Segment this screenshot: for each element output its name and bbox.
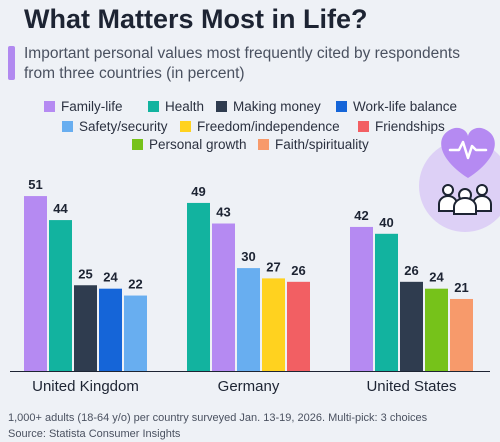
bar-chart: 51 44 25 24 22 United Kingdom 49 43 30 27 26 German… (10, 127, 500, 395)
bar-value-label: 26 (291, 263, 305, 278)
bar (124, 295, 147, 371)
legend-label: Work-life balance (353, 99, 458, 114)
title-accent-bar (8, 46, 15, 80)
bar (187, 202, 210, 371)
bar-value-label: 49 (191, 184, 205, 199)
legend-item: Personal growth (132, 137, 247, 152)
category-label: Germany (218, 378, 280, 395)
bar-value-label: 27 (266, 259, 280, 274)
legend-item: Family-life (44, 99, 123, 114)
legend-label: Safety/security (79, 119, 168, 134)
bar (24, 196, 47, 371)
legend-item: Friendships (358, 119, 445, 134)
bar (350, 226, 373, 371)
bar-value-label: 44 (53, 201, 68, 216)
bar (99, 288, 122, 371)
legend-swatch (132, 139, 143, 150)
bar (212, 223, 235, 371)
legend-swatch (180, 121, 191, 132)
legend-swatch (258, 139, 269, 150)
bar-value-label: 51 (28, 177, 42, 192)
bar (375, 233, 398, 371)
bar-value-label: 30 (241, 249, 255, 264)
bar-value-label: 42 (354, 208, 368, 223)
category-label: United States (366, 378, 456, 395)
legend-swatch (44, 101, 55, 112)
legend-label: Freedom/independence (197, 119, 340, 134)
legend-label: Friendships (375, 119, 445, 134)
legend-item: Health (148, 99, 204, 114)
bar (400, 281, 423, 371)
legend-swatch (148, 101, 159, 112)
illustration (419, 127, 500, 232)
bar-series: 51 44 25 24 22 United Kingdom 49 43 30 27 26 German… (10, 177, 490, 395)
footer-source: Source: Statista Consumer Insights (8, 428, 181, 440)
legend-item: Freedom/independence (180, 119, 340, 134)
legend-label: Health (165, 99, 205, 114)
bar (237, 268, 260, 371)
bar-value-label: 25 (78, 266, 92, 281)
bar (450, 298, 473, 371)
legend-label: Faith/spirituality (275, 137, 369, 152)
bar-value-label: 40 (379, 215, 393, 230)
bar (262, 278, 285, 371)
page-subtitle: Important personal values most frequentl… (24, 45, 460, 82)
bar-value-label: 26 (404, 263, 418, 278)
category-label: United Kingdom (32, 378, 139, 395)
bar-value-label: 21 (454, 280, 468, 295)
people-group-icon (438, 184, 492, 215)
legend-swatch (336, 101, 347, 112)
legend-swatch (216, 101, 227, 112)
legend-swatch (62, 121, 73, 132)
page-title: What Matters Most in Life? (24, 4, 368, 34)
footer: 1,000+ adults (18-64 y/o) per country su… (8, 410, 427, 442)
legend-item: Faith/spirituality (258, 137, 369, 152)
legend-label: Making money (233, 99, 321, 114)
bar (425, 288, 448, 371)
bar-value-label: 43 (216, 205, 230, 220)
legend-item: Work-life balance (336, 99, 457, 114)
legend-item: Making money (216, 99, 321, 114)
legend-label: Family-life (61, 99, 123, 114)
footer-note: 1,000+ adults (18-64 y/o) per country su… (8, 412, 428, 424)
bar (49, 220, 72, 371)
legend-label: Personal growth (149, 137, 247, 152)
heart-pulse-icon (441, 127, 495, 178)
bar-value-label: 24 (103, 270, 118, 285)
bar-value-label: 22 (128, 277, 142, 292)
bar (74, 285, 97, 371)
bar (287, 281, 310, 371)
bar-value-label: 24 (429, 270, 444, 285)
legend-item: Safety/security (62, 119, 168, 134)
legend-swatch (358, 121, 369, 132)
